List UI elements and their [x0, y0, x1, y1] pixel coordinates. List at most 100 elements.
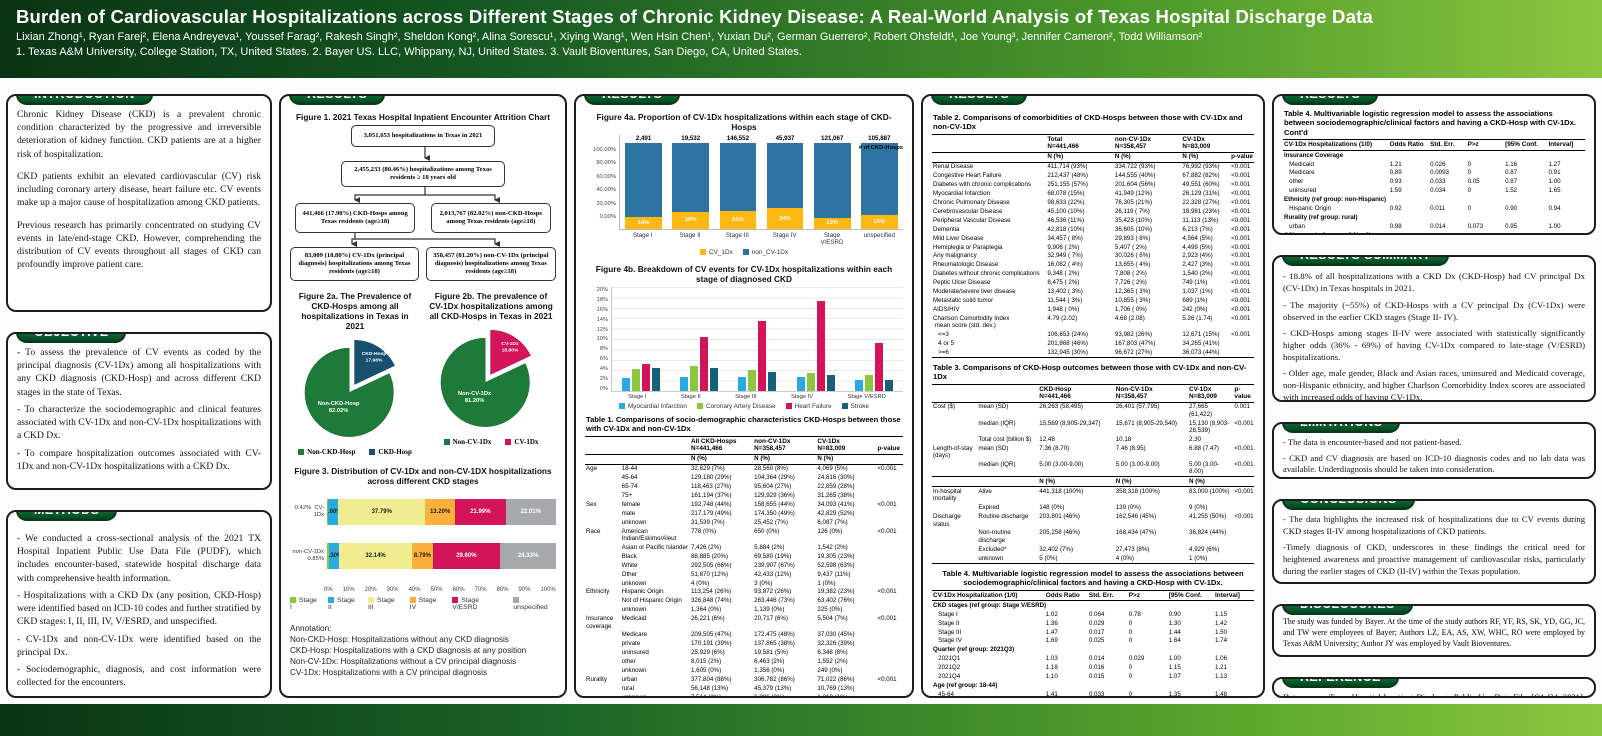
table-cell: 5.00 (3.00-9.00)	[1039, 460, 1084, 468]
table-cell: <0.001	[877, 615, 897, 623]
svg-text:CV-1Dx: CV-1Dx	[501, 341, 519, 347]
text-line: CKD patients exhibit an elevated cardiov…	[17, 170, 261, 209]
table-cell: 15,671 (8,905-29,540)	[1115, 419, 1177, 427]
table-cell: 12,365 ( 3%)	[1114, 288, 1151, 296]
table-cell: Asian or Pacific Islander	[621, 543, 688, 551]
results-panel-1: RESULTS Figure 1. 2021 Texas Hospital In…	[279, 94, 567, 698]
table-cell: 46,536 (11%)	[1047, 216, 1085, 224]
noncv-segment	[860, 143, 898, 216]
column-header: CV-1Dx Hospitalization (1/0)	[932, 589, 1045, 601]
table-cell: 98,633 (22%)	[1047, 199, 1085, 207]
column-1: INTRODUCTION Chronic Kidney Disease (CKD…	[6, 84, 272, 698]
column-header: CV-1Dx N=83,009	[816, 435, 877, 455]
table-row: Medicaid 1.21 0.026 0 1.16 1.27	[1283, 160, 1585, 169]
table-cell: mean (SD)	[978, 444, 1009, 452]
table-cell: Medicaid	[621, 615, 647, 623]
table-cell: Length-of-stay (days)	[933, 444, 975, 460]
table-cell: 31,265 (38%)	[817, 492, 855, 500]
legend-item: Stage II	[328, 597, 355, 611]
x-axis-labels: Stage I Stage II Stage III Stage IV Stage V/…	[632, 232, 895, 246]
table-cell	[585, 684, 621, 693]
column-header: Interval]	[1214, 589, 1254, 601]
table-cell: private	[621, 640, 641, 648]
text-line: Annotation:	[290, 624, 332, 633]
bar-label: non-CV-1Dx 0.85%	[292, 549, 324, 562]
table-cell: 1,356 (0%)	[754, 667, 785, 675]
table-cell: White	[621, 561, 638, 569]
table-cell: 45,100 (10%)	[1047, 207, 1085, 215]
table-cell: 32,402 (7%)	[1039, 545, 1074, 553]
bar-segment: 4.30%	[328, 543, 339, 569]
table-cell: 0.05	[1467, 178, 1480, 186]
table-cell: 7,726 ( 2%)	[1114, 279, 1147, 287]
table-cell: <0.001	[877, 675, 897, 683]
column-header: p-value	[876, 435, 903, 455]
table-cell: Non-routine discharge	[978, 529, 1013, 544]
table-cell: Stage III	[933, 628, 962, 636]
results-summary-heading: RESULTS SUMMARY	[1282, 257, 1449, 267]
figure2a-legend: Non-CKD-Hosp CKD-Hosp	[290, 448, 420, 456]
table-cell: <0.001	[1231, 216, 1251, 224]
limitations-heading: LIMITATIONS	[1282, 423, 1401, 433]
table-row: 75+ 161,194 (37%) 129,929 (36%) 31,265 (38%…	[585, 491, 903, 500]
table-cell: 34,093 (41%)	[817, 501, 855, 509]
table-cell: <0.001	[1231, 279, 1251, 287]
methods-panel: METHODS - We conducted a cross-sectional…	[6, 510, 272, 698]
table-cell	[932, 504, 977, 513]
table-cell: 0.029	[1128, 655, 1145, 663]
table-cell: 0.001	[1233, 401, 1254, 419]
table-cell	[932, 419, 977, 435]
bar-column: 146,552 21%	[719, 135, 757, 229]
table-row: >=6 132,945 (30%) 96,672 (27%) 36,073 (44%)	[932, 348, 1254, 358]
legend-item: Coronary Artery Disease	[696, 403, 776, 410]
table-row: Myocardial Infarction 68,078 (15%) 41,949 …	[932, 189, 1254, 198]
text-line: - Sociodemographic, diagnosis, and cost …	[17, 664, 261, 689]
noncv-segment	[813, 143, 851, 218]
table-cell	[877, 543, 903, 552]
bar-segment: 24.33%	[500, 543, 556, 569]
table-cell: 36,073 (44%)	[1181, 348, 1231, 358]
table-cell: Medicare	[1284, 169, 1315, 177]
table-cell: 5.00 (3.00-9.00)	[1115, 460, 1160, 468]
column-subheader	[932, 151, 1047, 163]
table-cell	[585, 640, 621, 649]
table-cell: 0.073	[1467, 222, 1484, 230]
bar-label: 0.42% CV-1Dx	[294, 505, 324, 518]
table-cell: 32,949 ( 7%)	[1047, 252, 1083, 260]
table-cell: 1.21	[1215, 664, 1228, 672]
table-cell: uninsured	[1284, 187, 1317, 195]
table-cell: 10,855 ( 3%)	[1114, 296, 1151, 304]
table-cell: 22,859 (28%)	[817, 483, 855, 491]
table-cell: 0.029	[1088, 619, 1105, 627]
bar	[690, 366, 699, 391]
table-cell: 113,254 (26%)	[690, 588, 732, 596]
bar-segment: 8.79%	[412, 543, 433, 569]
table-cell: 306,782 (86%)	[754, 675, 795, 683]
bar-column: 19,532 20%	[672, 135, 710, 229]
table-cell: 749 (1%)	[1182, 279, 1208, 287]
table-cell: 201,868 (46%)	[1047, 339, 1088, 347]
table-row: 45-64 1.41 0.033 0 1.35 1.48	[932, 690, 1254, 698]
stacked-bar: 4.30%32.14%8.79%29.60%24.33%	[327, 543, 556, 569]
table-cell: 118,463 (27%)	[690, 483, 732, 491]
figure4a-title: Figure 4a. Proportion of CV-1Dx hospital…	[596, 112, 892, 132]
table-row: Non-routine discharge 205,258 (46%) 168,43…	[932, 529, 1254, 545]
table-cell: 19,382 (23%)	[817, 588, 855, 596]
table-cell: 2021Q1	[933, 655, 961, 663]
table-cell: 1.48	[1215, 690, 1228, 698]
table-row: Race American Indian/Eskimo/Aleut 778 (0%)…	[585, 527, 903, 543]
table1-title: Table 1. Comparisons of socio-demographi…	[586, 415, 901, 434]
table-cell: <0.001	[1231, 243, 1251, 251]
table-cell: 132,945 (30%)	[1046, 348, 1114, 358]
table-cell: 0	[1128, 664, 1133, 672]
reference-text: Data source: Texas Hospital Inpatient Di…	[1283, 692, 1585, 699]
flow-box-cv1dx: 83,009 (18.80%) CV-1Dx (principal diagno…	[290, 247, 419, 281]
count-axis-note: # of CKD-Hosps	[858, 145, 903, 151]
table-cell: 1,552 (2%)	[817, 658, 848, 666]
table-cell: 106,653 (24%)	[1047, 331, 1088, 339]
table-row: Other 51,870 (12%) 42,433 (12%) 9,437 (11%)	[585, 570, 903, 579]
table-row: Medicare 209,505 (47%) 172,475 (48%) 37,030…	[585, 631, 903, 640]
table-cell: 31,539 (7%)	[690, 518, 725, 526]
flow-box-adults: 2,455,233 (80.46%) hospitalizations amon…	[340, 161, 506, 187]
